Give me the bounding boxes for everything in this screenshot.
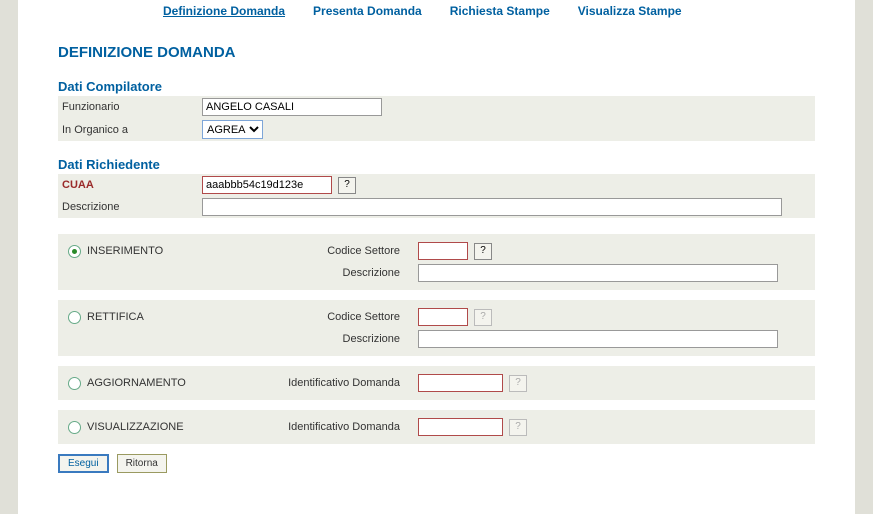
help-cuaa-button[interactable]: ? [338,177,356,194]
label-ret-codice: Codice Settore [253,311,418,323]
radio-aggiornamento[interactable] [68,377,81,390]
label-agg-id: Identificativo Domanda [253,377,418,389]
block-rettifica: RETTIFICA Codice Settore ? Descrizione [58,300,815,356]
input-agg-id[interactable] [418,374,503,392]
section-compilatore: Dati Compilatore Funzionario In Organico… [58,79,815,141]
input-funzionario[interactable] [202,98,382,116]
input-cuaa[interactable] [202,176,332,194]
row-organico: In Organico a AGREA [58,118,815,141]
label-aggiornamento: AGGIORNAMENTO [87,377,186,389]
label-funzionario: Funzionario [62,101,202,113]
content-area: DEFINIZIONE DOMANDA Dati Compilatore Fun… [18,26,855,473]
block-inserimento: INSERIMENTO Codice Settore ? Descrizione [58,234,815,290]
row-cuaa: CUAA ? [58,174,815,196]
row-funzionario: Funzionario [58,96,815,118]
label-descrizione: Descrizione [62,201,202,213]
page-title: DEFINIZIONE DOMANDA [58,44,815,61]
nav-richiesta-stampe[interactable]: Richiesta Stampe [450,4,550,18]
radio-rettifica[interactable] [68,311,81,324]
label-ins-codice: Codice Settore [253,245,418,257]
label-ret-desc: Descrizione [253,333,418,345]
label-visualizzazione: VISUALIZZAZIONE [87,421,184,433]
help-ret-codice-button: ? [474,309,492,326]
section-richiedente: Dati Richiedente CUAA ? Descrizione [58,157,815,218]
radio-inserimento[interactable] [68,245,81,258]
label-inserimento: INSERIMENTO [87,245,163,257]
label-cuaa: CUAA [62,179,202,191]
nav-definizione-domanda[interactable]: Definizione Domanda [163,4,285,18]
page-container: Definizione Domanda Presenta Domanda Ric… [18,0,855,514]
button-bar: Esegui Ritorna [58,454,815,473]
heading-compilatore: Dati Compilatore [58,79,815,94]
label-ins-desc: Descrizione [253,267,418,279]
input-vis-id[interactable] [418,418,503,436]
radio-visualizzazione[interactable] [68,421,81,434]
input-descrizione[interactable] [202,198,782,216]
nav-presenta-domanda[interactable]: Presenta Domanda [313,4,422,18]
help-vis-id-button: ? [509,419,527,436]
block-aggiornamento: AGGIORNAMENTO Identificativo Domanda ? [58,366,815,400]
label-rettifica: RETTIFICA [87,311,144,323]
help-agg-id-button: ? [509,375,527,392]
label-vis-id: Identificativo Domanda [253,421,418,433]
nav-visualizza-stampe[interactable]: Visualizza Stampe [578,4,682,18]
input-ins-desc[interactable] [418,264,778,282]
block-visualizzazione: VISUALIZZAZIONE Identificativo Domanda ? [58,410,815,444]
input-ret-desc[interactable] [418,330,778,348]
help-ins-codice-button[interactable]: ? [474,243,492,260]
top-nav: Definizione Domanda Presenta Domanda Ric… [18,0,855,26]
select-organico[interactable]: AGREA [202,120,263,139]
input-ins-codice[interactable] [418,242,468,260]
esegui-button[interactable]: Esegui [58,454,109,473]
ritorna-button[interactable]: Ritorna [117,454,167,473]
label-organico: In Organico a [62,124,202,136]
row-descrizione: Descrizione [58,196,815,218]
input-ret-codice[interactable] [418,308,468,326]
heading-richiedente: Dati Richiedente [58,157,815,172]
